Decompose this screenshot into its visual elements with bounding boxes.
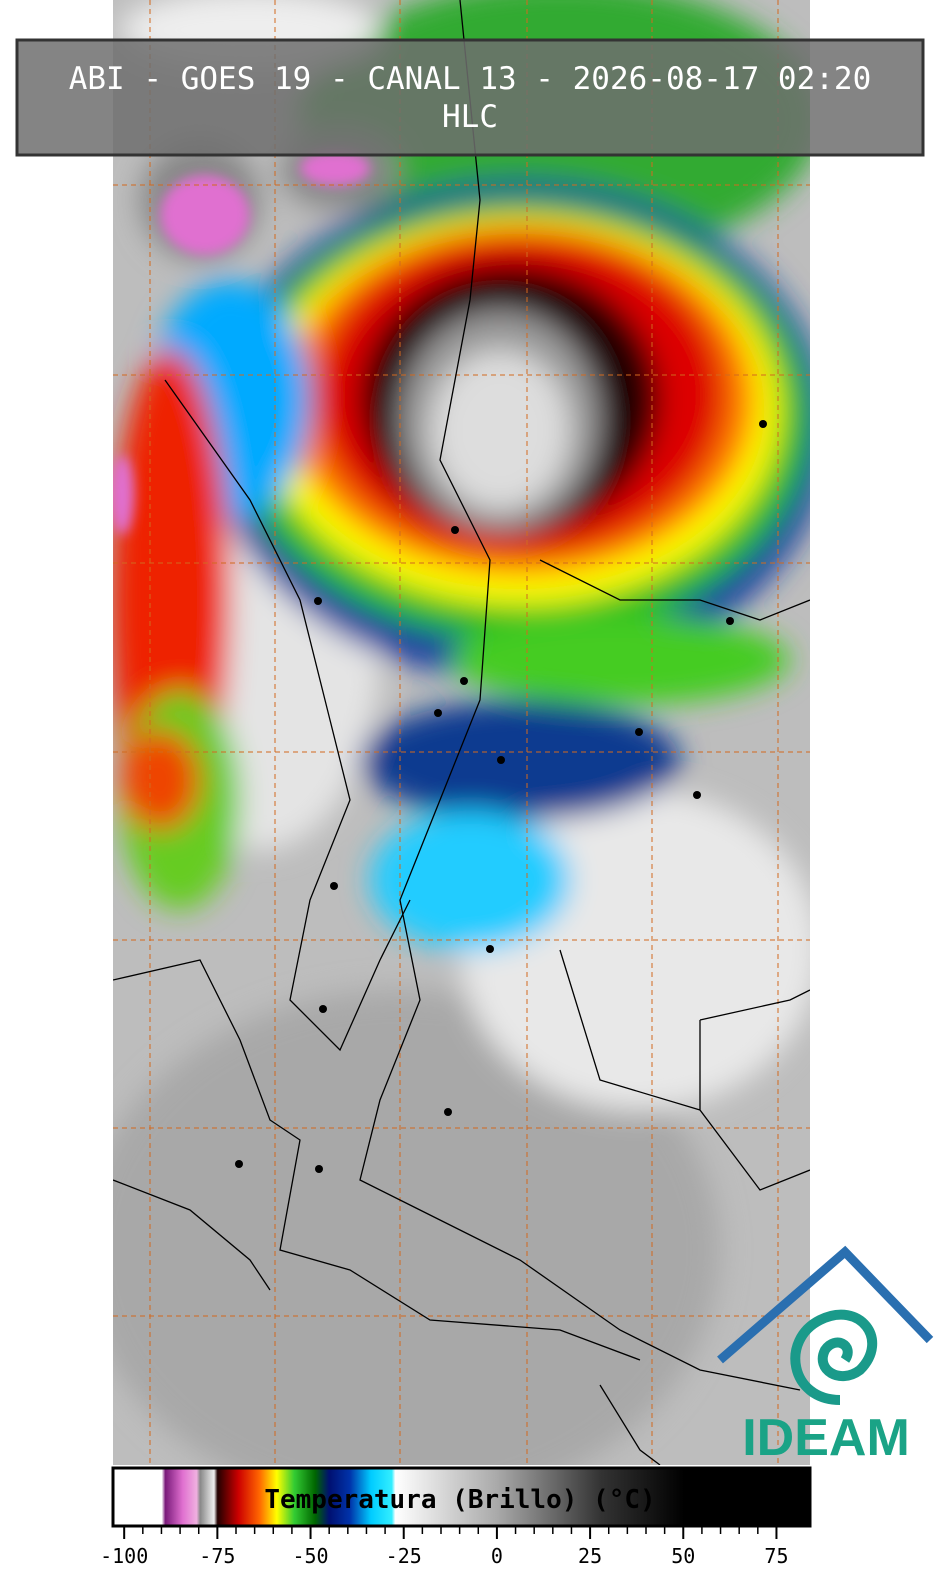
logo: IDEAM — [717, 1245, 934, 1467]
subtitle: HLC — [442, 99, 498, 135]
tick-label: -75 — [199, 1544, 235, 1568]
colorbar-axis: -100 -75 -50 -25 0 25 50 75 — [100, 1527, 789, 1568]
imagery — [113, 0, 810, 1465]
logo-text: IDEAM — [742, 1409, 910, 1467]
tick-label: -25 — [386, 1544, 422, 1568]
title: ABI - GOES 19 - CANAL 13 - 2026-08-17 02… — [69, 61, 872, 97]
tick-label: 75 — [764, 1544, 788, 1568]
colorbar — [111, 1466, 812, 1528]
tick-label: 25 — [578, 1544, 602, 1568]
tick-label: -100 — [100, 1544, 148, 1568]
tick-label: 0 — [491, 1544, 503, 1568]
title-box — [15, 38, 925, 157]
colorbar-label: Temperatura (Brillo) (°C) — [264, 1485, 655, 1515]
tick-label: 50 — [671, 1544, 695, 1568]
tick-label: -50 — [292, 1544, 328, 1568]
